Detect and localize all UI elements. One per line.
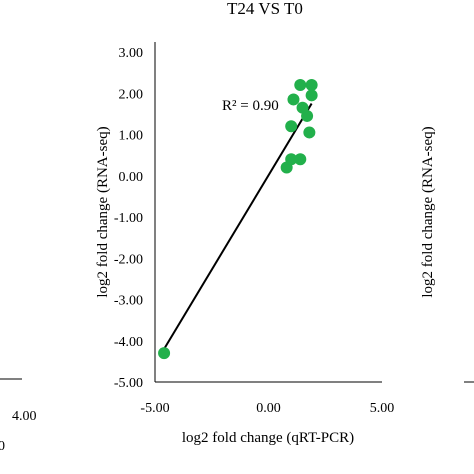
y-tick-label: 3.00 [119, 46, 144, 61]
right-panel-y-axis-title: log2 fold change (RNA-seq) [420, 126, 436, 297]
r-squared-annotation: R² = 0.90 [222, 98, 279, 114]
data-point [294, 79, 307, 91]
data-point [305, 79, 318, 91]
y-tick-label: -4.00 [114, 335, 143, 350]
trendline [163, 103, 313, 350]
data-points [158, 79, 318, 360]
y-tick-label: -2.00 [114, 252, 143, 267]
data-point [285, 153, 298, 166]
y-tick-label: -5.00 [114, 376, 143, 391]
y-axis-title: log2 fold change (RNA-seq) [95, 126, 111, 297]
y-tick-label: 0.00 [119, 170, 144, 185]
data-point [303, 126, 316, 139]
left-panel-tick-label: 4.00 [12, 409, 37, 424]
y-tick-label: 2.00 [119, 87, 144, 102]
data-point [296, 101, 309, 114]
data-point [287, 93, 300, 106]
x-axis-title: log2 fold change (qRT-PCR) [182, 430, 354, 446]
data-point [305, 89, 318, 102]
y-tick-label: 1.00 [119, 129, 144, 144]
x-tick-labels: -5.00 0.00 5.00 [140, 401, 394, 416]
x-tick-label: 0.00 [256, 401, 281, 416]
data-point [285, 120, 298, 133]
data-point [158, 347, 171, 360]
left-panel-tick-label-2: 0 [0, 439, 5, 454]
x-tick-label: 5.00 [370, 401, 395, 416]
trendline-group [163, 103, 313, 350]
chart-title: T24 VS T0 [227, 0, 303, 18]
y-tick-label: -1.00 [114, 211, 143, 226]
y-tick-labels: 3.00 2.00 1.00 0.00 -1.00 -2.00 -3.00 -4.00 -5.0… [114, 46, 143, 391]
data-point [294, 153, 307, 166]
y-tick-label: -3.00 [114, 294, 143, 309]
x-tick-label: -5.00 [140, 401, 169, 416]
